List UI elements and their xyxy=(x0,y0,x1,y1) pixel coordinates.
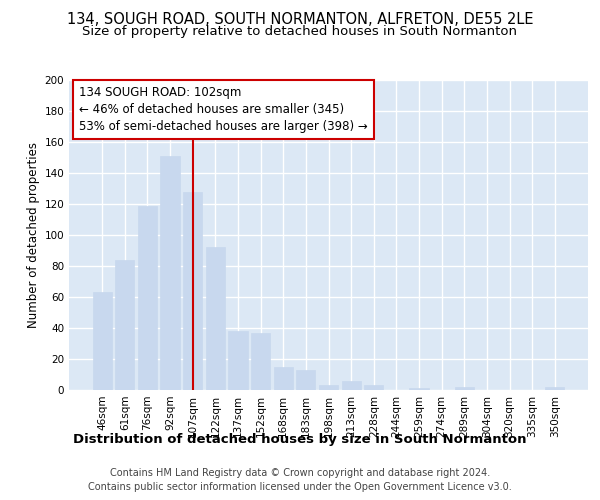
Bar xyxy=(229,331,248,390)
Bar xyxy=(545,387,565,390)
Bar xyxy=(160,156,180,390)
Bar xyxy=(455,387,474,390)
Text: 134, SOUGH ROAD, SOUTH NORMANTON, ALFRETON, DE55 2LE: 134, SOUGH ROAD, SOUTH NORMANTON, ALFRET… xyxy=(67,12,533,28)
Bar xyxy=(296,370,316,390)
Bar xyxy=(274,367,293,390)
Bar xyxy=(319,386,338,390)
Bar xyxy=(92,292,112,390)
Bar xyxy=(138,206,157,390)
Bar xyxy=(341,380,361,390)
Y-axis label: Number of detached properties: Number of detached properties xyxy=(27,142,40,328)
Text: Size of property relative to detached houses in South Normanton: Size of property relative to detached ho… xyxy=(83,25,517,38)
Bar xyxy=(251,332,270,390)
Bar xyxy=(409,388,428,390)
Bar xyxy=(206,248,225,390)
Bar xyxy=(115,260,134,390)
Bar xyxy=(183,192,202,390)
Bar xyxy=(364,386,383,390)
Text: 134 SOUGH ROAD: 102sqm
← 46% of detached houses are smaller (345)
53% of semi-de: 134 SOUGH ROAD: 102sqm ← 46% of detached… xyxy=(79,86,368,133)
Text: Distribution of detached houses by size in South Normanton: Distribution of detached houses by size … xyxy=(73,432,527,446)
Text: Contains HM Land Registry data © Crown copyright and database right 2024.
Contai: Contains HM Land Registry data © Crown c… xyxy=(88,468,512,492)
